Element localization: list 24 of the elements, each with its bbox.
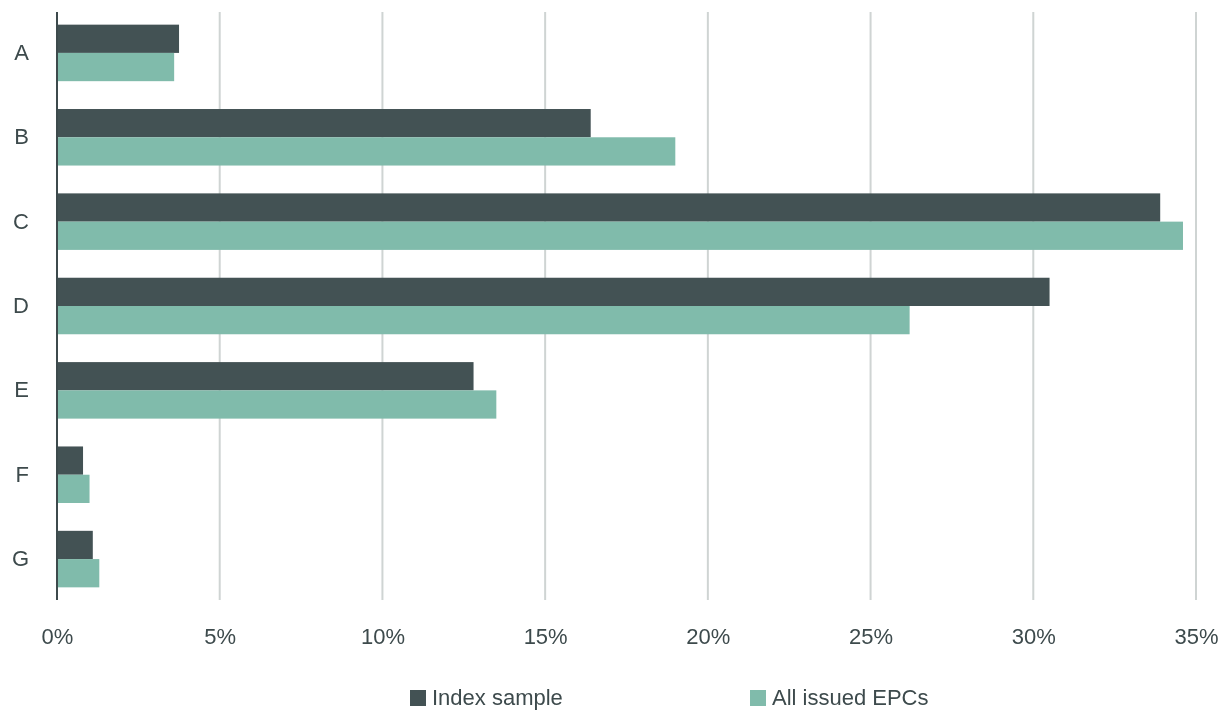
bar <box>57 390 497 419</box>
bar <box>57 221 1183 250</box>
x-tick-label: 15% <box>523 623 568 649</box>
x-tick-label: 25% <box>849 623 894 649</box>
x-tick-label: 35% <box>1174 623 1219 649</box>
x-tick-label: 20% <box>686 623 731 649</box>
x-tick-label: 0% <box>41 623 74 649</box>
bar <box>57 559 100 588</box>
bar <box>57 52 175 82</box>
legend-label: Index sample <box>432 685 563 710</box>
x-tick-label: 10% <box>360 623 405 649</box>
bar <box>57 306 910 335</box>
bar <box>57 137 676 166</box>
y-tick-label: C <box>13 208 30 234</box>
x-tick-label: 30% <box>1011 623 1056 649</box>
legend-label: All issued EPCs <box>772 685 929 710</box>
y-tick-label: G <box>11 546 29 572</box>
y-tick-label: D <box>13 293 29 319</box>
x-tick-label: 5% <box>204 623 237 649</box>
y-tick-label: E <box>14 377 29 403</box>
y-tick-label: B <box>14 124 29 150</box>
y-tick-label: A <box>14 39 30 65</box>
y-tick-label: F <box>15 461 29 487</box>
bar <box>57 474 90 503</box>
